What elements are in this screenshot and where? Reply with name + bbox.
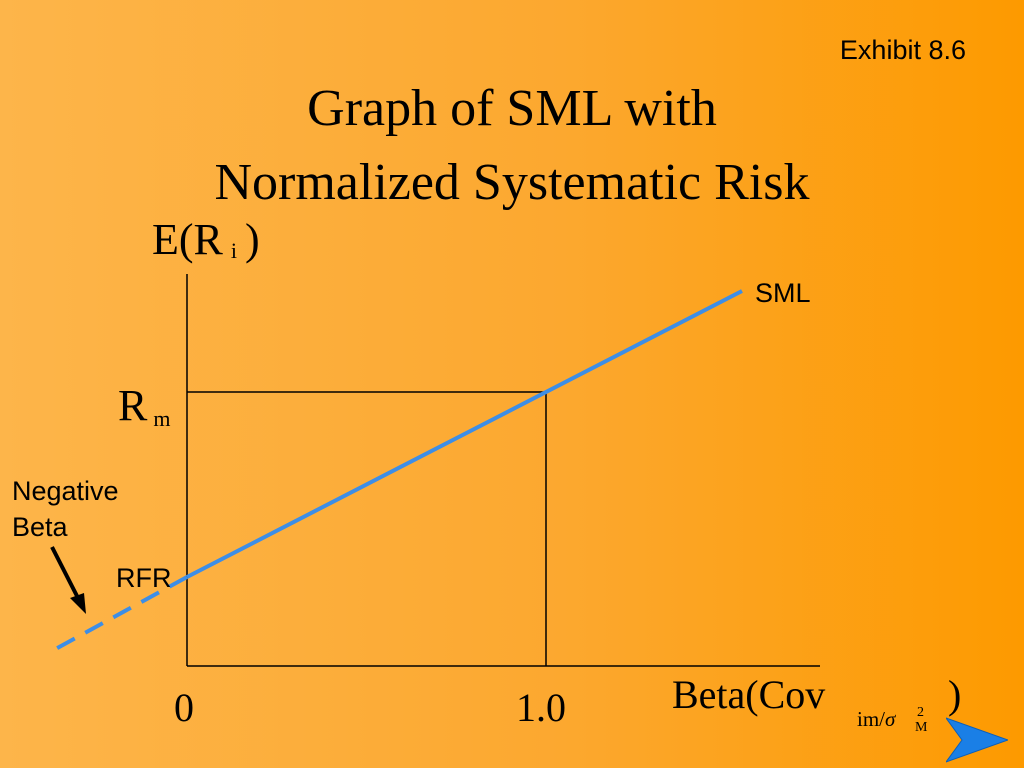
x-axis-label-sub: im/σ <box>857 707 897 731</box>
x-axis-label-sigma-sub: M <box>915 720 928 735</box>
sml-label: SML <box>755 278 811 308</box>
title-line-1: Graph of SML with <box>307 80 717 137</box>
negative-beta-pointer-head <box>70 593 86 614</box>
x-tick-one: 1.0 <box>516 685 566 730</box>
negative-beta-line-2: Beta <box>12 512 68 542</box>
negative-beta-dashed-line <box>49 575 188 654</box>
rfr-label: RFR <box>116 563 172 593</box>
next-slide-arrow-icon[interactable] <box>946 716 1008 764</box>
slide-title: Graph of SML with Normalized Systematic … <box>0 72 1024 220</box>
x-tick-zero: 0 <box>174 685 194 730</box>
rm-label-main: R <box>118 381 148 430</box>
x-axis-label: Beta(Cov <box>672 672 825 717</box>
sml-line <box>186 289 743 579</box>
y-axis-label: E(R i) <box>152 215 260 264</box>
rm-label-sub: m <box>153 406 170 431</box>
y-axis-label-main: E(R <box>152 215 224 264</box>
y-axis-label-close: ) <box>245 215 260 264</box>
x-axis-label-main: Beta(Cov <box>672 672 825 717</box>
exhibit-label: Exhibit 8.6 <box>839 35 966 65</box>
y-axis-label-sub: i <box>231 238 237 263</box>
negative-beta-line-1: Negative <box>12 476 119 506</box>
negative-beta-label: Negative Beta <box>12 473 119 545</box>
x-axis-label-close: ) <box>948 672 961 717</box>
title-line-2: Normalized Systematic Risk <box>214 154 810 211</box>
negative-beta-pointer <box>50 546 80 599</box>
x-axis-label-sigma-sup: 2 <box>917 705 924 720</box>
